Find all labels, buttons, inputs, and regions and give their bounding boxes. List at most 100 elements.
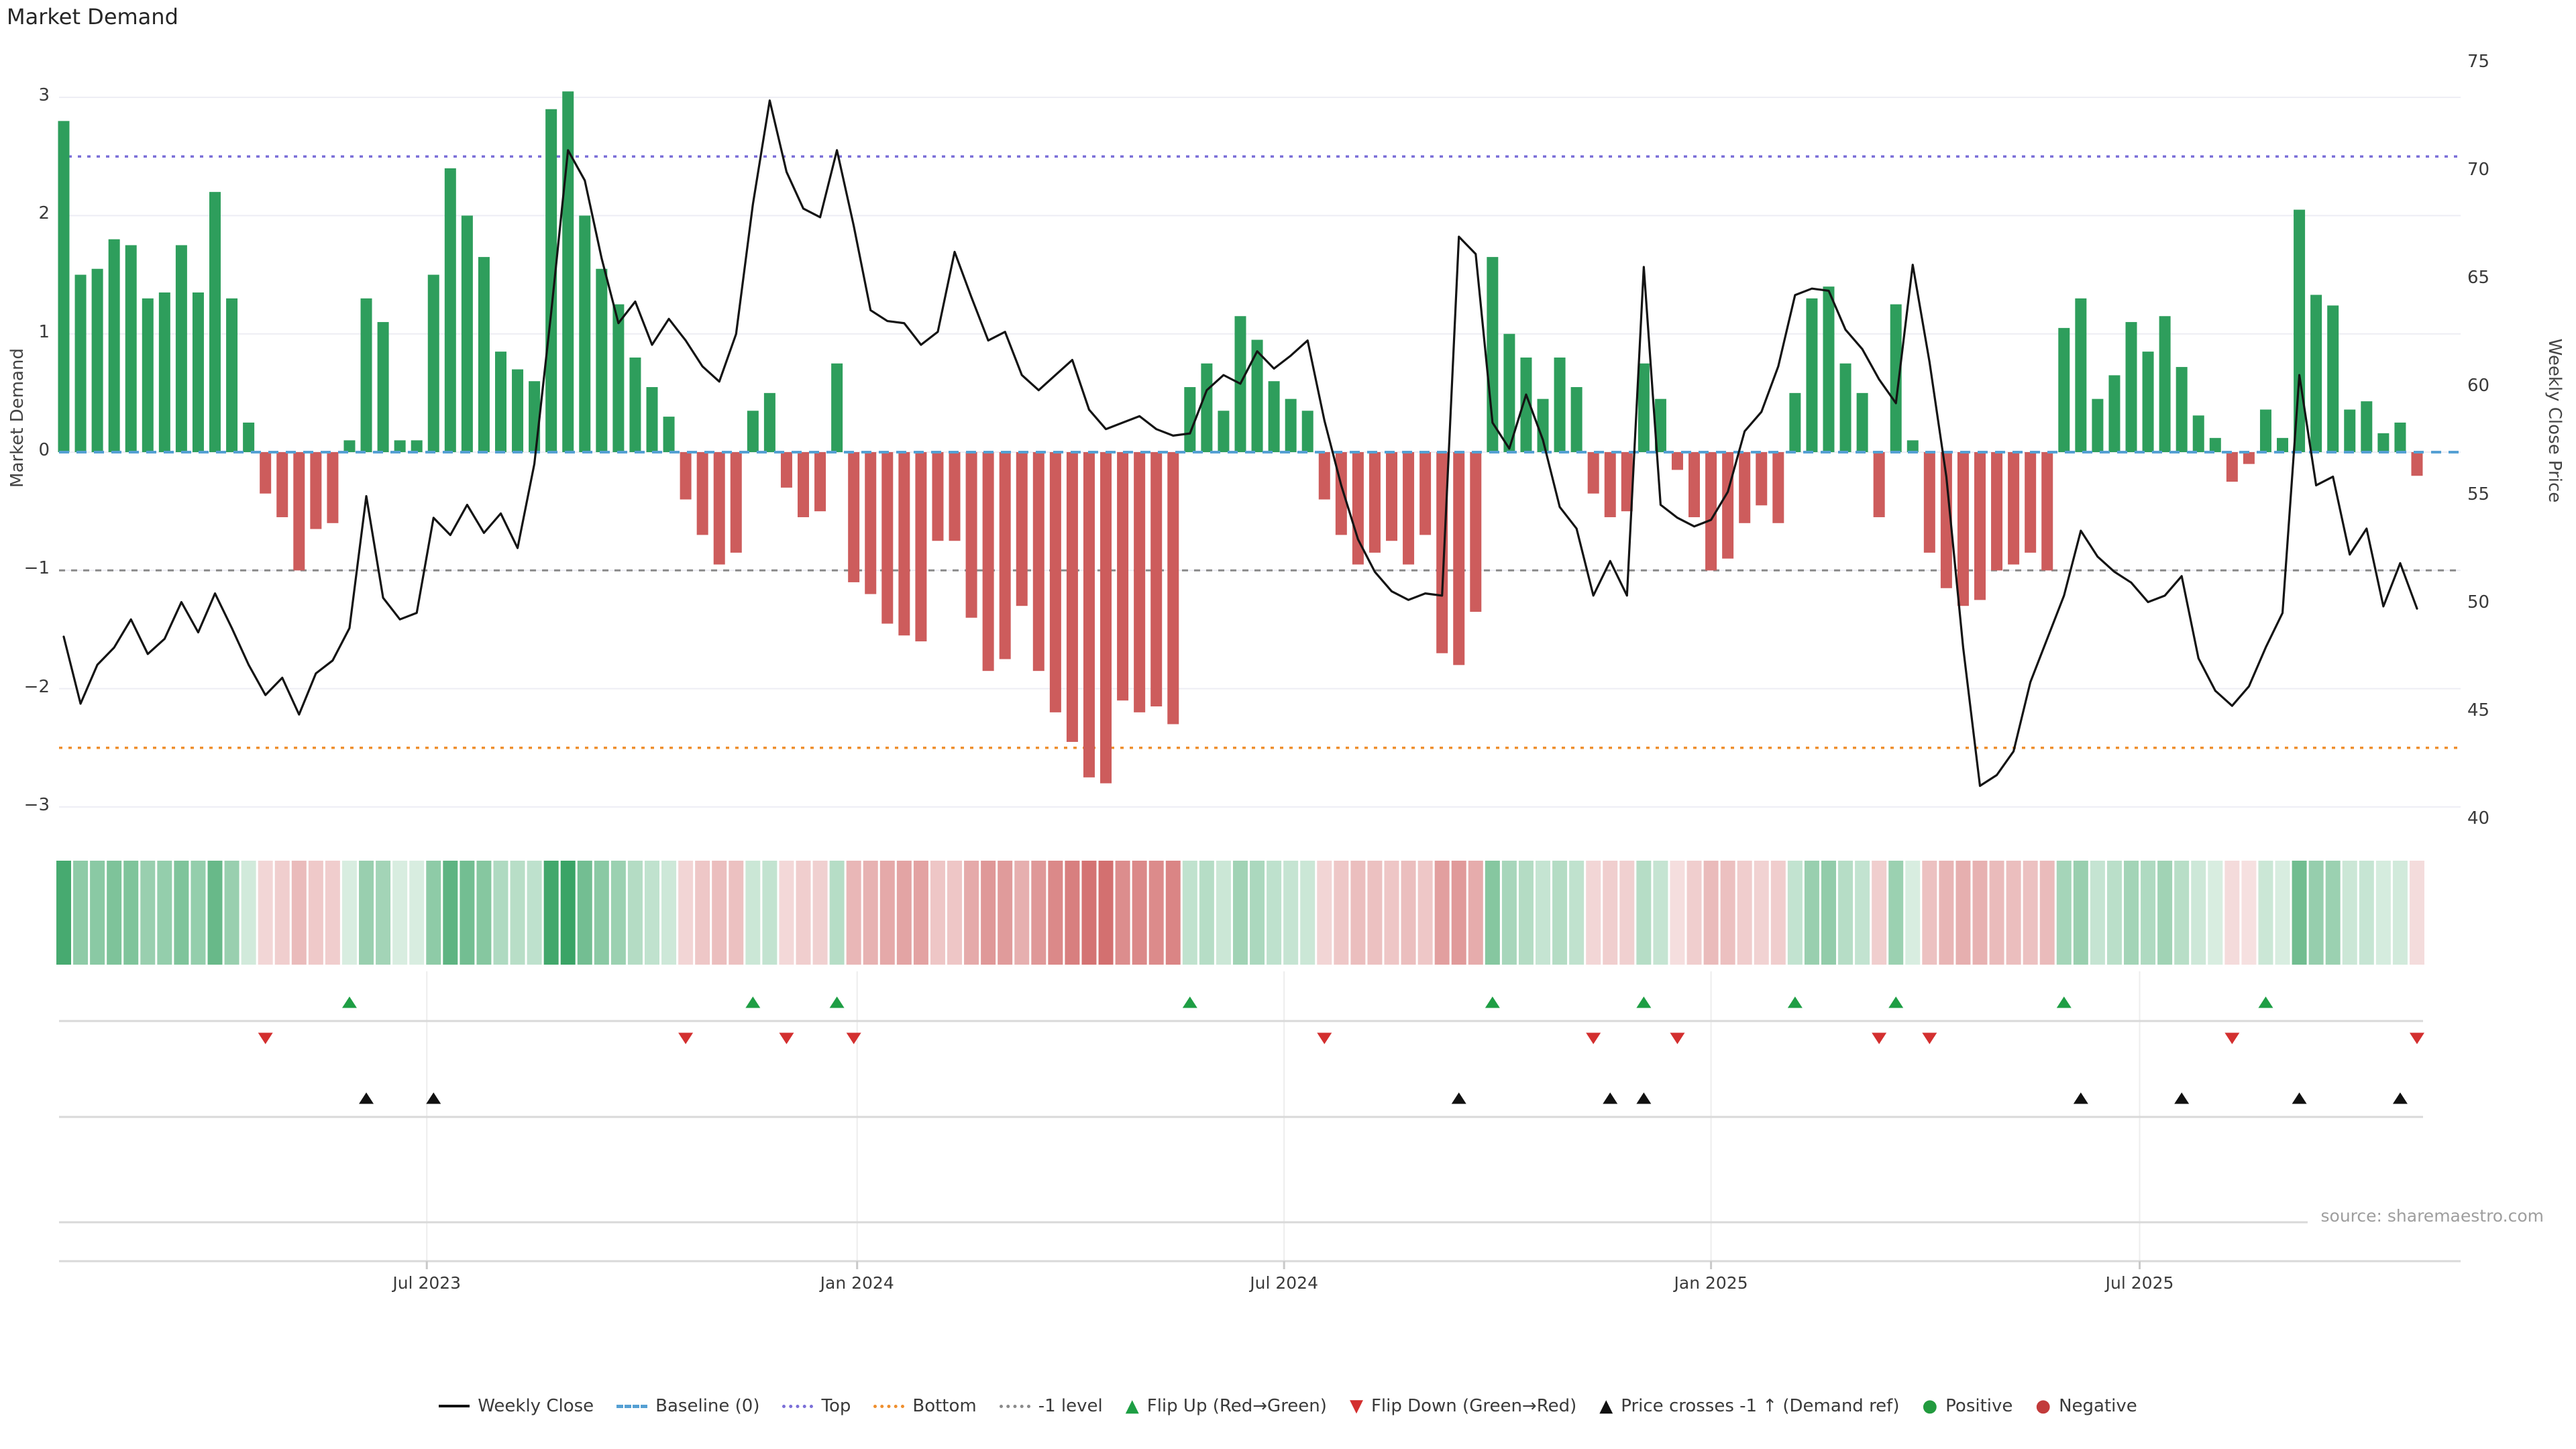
- x-axis-tick-label: Jul 2025: [2105, 1273, 2174, 1293]
- heatmap-cell: [964, 861, 979, 965]
- heatmap-cell: [2023, 861, 2038, 965]
- heatmap-cell: [1552, 861, 1568, 965]
- demand-bar-positive: [596, 268, 608, 452]
- heatmap-cell: [879, 861, 895, 965]
- heatmap-cell: [2359, 861, 2374, 965]
- legend-item: ● Positive: [1922, 1396, 2012, 1416]
- flip-up-marker: [2258, 996, 2273, 1008]
- demand-bar-positive: [1218, 411, 1230, 452]
- demand-bar-positive: [2092, 398, 2104, 452]
- heatmap-cell: [2292, 861, 2307, 965]
- heatmap-cell: [2241, 861, 2257, 965]
- demand-bar-positive: [2075, 298, 2087, 452]
- demand-bar-negative: [1470, 452, 1482, 612]
- demand-bar-positive: [2125, 322, 2137, 452]
- heatmap-cell: [1686, 861, 1702, 965]
- heatmap-cell: [1838, 861, 1854, 965]
- demand-bar-positive: [1839, 363, 1851, 452]
- price-cross-marker: [1636, 1092, 1652, 1104]
- demand-bar-positive: [1537, 398, 1549, 452]
- heatmap-cell: [1653, 861, 1668, 965]
- flip-up-marker: [1182, 996, 1197, 1008]
- demand-bar-negative: [1016, 452, 1028, 606]
- heatmap-cell: [1065, 861, 1080, 965]
- legend-item: Top: [782, 1396, 851, 1416]
- demand-bar-positive: [2377, 433, 2390, 452]
- price-cross-marker: [2292, 1092, 2307, 1104]
- heatmap-cell: [2208, 861, 2223, 965]
- heatmap-cell: [2174, 861, 2190, 965]
- demand-bar-negative: [1419, 452, 1432, 535]
- line-dotted-icon: [999, 1404, 1030, 1408]
- demand-bar-positive: [2310, 294, 2322, 452]
- heatmap-cell: [426, 861, 441, 965]
- heatmap-cell: [2006, 861, 2021, 965]
- heatmap-cell: [1132, 861, 1147, 965]
- heatmap-cell: [1670, 861, 1685, 965]
- flip-down-marker: [1317, 1032, 1332, 1044]
- flip-down-marker: [1922, 1032, 1937, 1044]
- right-axis-tick: 70: [2467, 160, 2490, 180]
- heatmap-cell: [2124, 861, 2139, 965]
- heatmap-cell: [527, 861, 542, 965]
- demand-bar-positive: [2344, 409, 2356, 452]
- heatmap-cell: [174, 861, 189, 965]
- demand-bar-positive: [74, 274, 87, 452]
- demand-bar-positive: [411, 440, 423, 452]
- demand-bar-positive: [2277, 437, 2289, 452]
- demand-bar-negative: [1604, 452, 1616, 517]
- demand-bar-negative: [780, 452, 792, 488]
- heatmap-cell: [678, 861, 694, 965]
- demand-bar-negative: [1991, 452, 2003, 571]
- demand-bar-positive: [2058, 327, 2070, 452]
- demand-bar-negative: [1621, 452, 1633, 512]
- right-axis-tick: 60: [2467, 376, 2490, 396]
- right-axis-tick: 65: [2467, 268, 2490, 288]
- weekly-close-line: [62, 99, 2418, 788]
- heatmap-cell: [2106, 861, 2122, 965]
- demand-bar-positive: [394, 440, 406, 452]
- flip-up-marker: [745, 996, 761, 1008]
- heatmap-cell: [1855, 861, 1870, 965]
- x-axis-tick-label: Jul 2024: [1250, 1273, 1318, 1293]
- flip-up-marker: [1787, 996, 1803, 1008]
- demand-bar-positive: [1285, 398, 1297, 452]
- price-cross-marker: [359, 1092, 374, 1104]
- chart-legend: Weekly Close Baseline (0) Top Bottom -1 leve…: [0, 1386, 2576, 1426]
- demand-bar-positive: [2108, 375, 2121, 452]
- flip-down-marker: [258, 1032, 273, 1044]
- heatmap-cell: [1250, 861, 1265, 965]
- heatmap-cell: [1703, 861, 1719, 965]
- heatmap-cell: [460, 861, 475, 965]
- demand-bar-positive: [1907, 440, 1919, 452]
- demand-bar-negative: [2025, 452, 2037, 553]
- demand-bar-negative: [865, 452, 877, 594]
- heatmap-cell: [325, 861, 340, 965]
- heatmap-cell: [1872, 861, 1887, 965]
- heatmap-cell: [1334, 861, 1349, 965]
- legend-label: Bottom: [912, 1396, 977, 1416]
- heatmap-cell: [863, 861, 878, 965]
- price-cross-marker: [1451, 1092, 1466, 1104]
- flip-down-marker: [846, 1032, 861, 1044]
- legend-label: Negative: [2059, 1396, 2137, 1416]
- demand-bar-positive: [1301, 411, 1313, 452]
- heatmap-cell: [644, 861, 659, 965]
- demand-bar-positive: [2294, 209, 2306, 452]
- flip-down-marker: [2224, 1032, 2240, 1044]
- demand-bar-positive: [1251, 339, 1263, 452]
- demand-bar-negative: [310, 452, 322, 529]
- heatmap-cell: [1199, 861, 1214, 965]
- demand-bar-positive: [512, 369, 524, 452]
- demand-bar-negative: [1150, 452, 1163, 707]
- demand-bar-positive: [1520, 357, 1532, 452]
- heatmap-cell: [2191, 861, 2206, 965]
- heatmap-cell: [1905, 861, 1921, 965]
- demand-bar-negative: [2411, 452, 2423, 476]
- heatmap-cell: [359, 861, 374, 965]
- heatmap-cell: [2275, 861, 2290, 965]
- heatmap-cell: [594, 861, 609, 965]
- heatmap-cell: [2342, 861, 2357, 965]
- right-axis-tick: 45: [2467, 700, 2490, 720]
- demand-bar-positive: [646, 387, 658, 452]
